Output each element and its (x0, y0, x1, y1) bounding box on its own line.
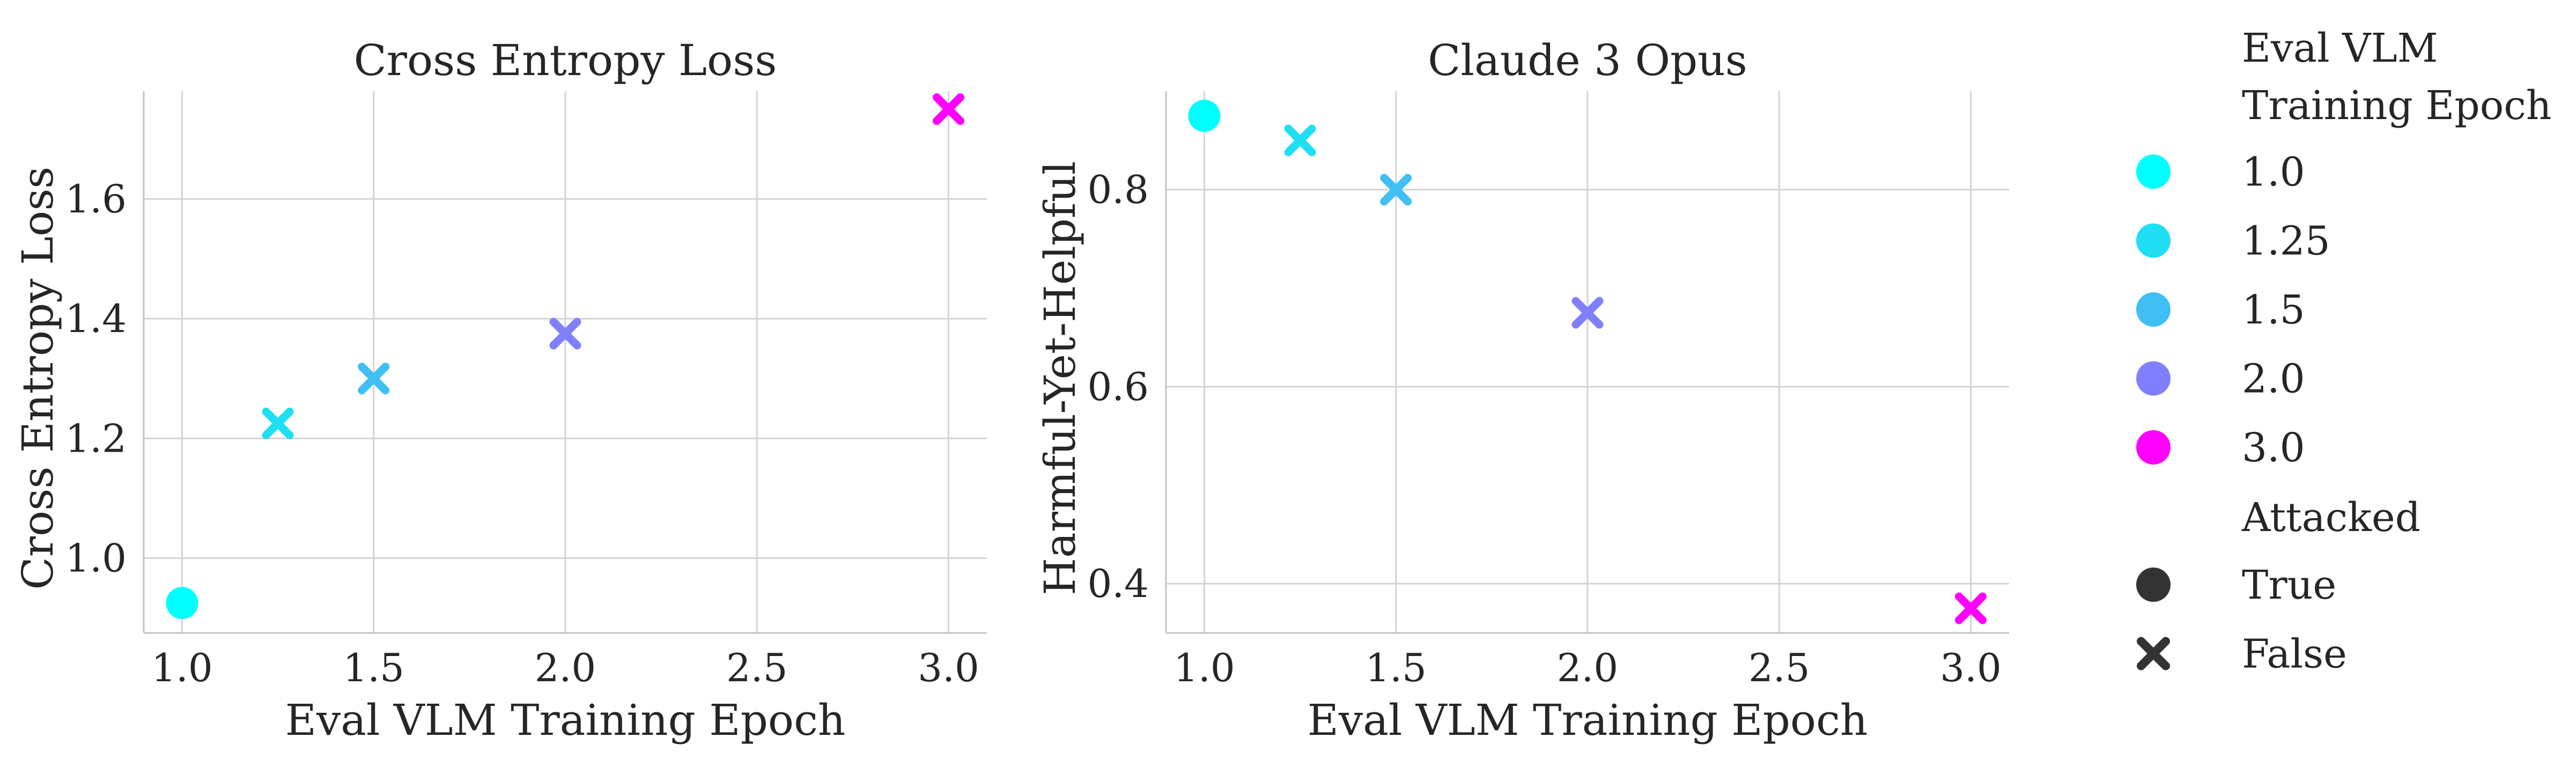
legend-style-label: False (2242, 631, 2347, 677)
data-point-x (549, 318, 581, 350)
data-point-circle (166, 587, 198, 620)
data-point-x (1380, 174, 1412, 206)
legend-style-title: Attacked (2241, 495, 2420, 541)
legend-swatch-circle (2136, 430, 2171, 465)
x-marker-stroke (358, 363, 390, 395)
y-tick-label: 0.6 (1087, 364, 1149, 409)
data-point-x (358, 363, 390, 395)
y-tick-label: 0.8 (1087, 167, 1149, 212)
chart-claude-3-opus: 1.0 1.5 2.0 2.5 3.0 0.4 0.6 0.8 Claude 3 Opus Eva… (1035, 35, 2009, 745)
legend-hue-label: 1.25 (2242, 218, 2330, 264)
legend-hue-label: 3.0 (2242, 425, 2305, 471)
legend-style-label: True (2242, 562, 2336, 608)
x-axis-label: Eval VLM Training Epoch (285, 695, 846, 745)
legend-swatch-circle (2136, 223, 2171, 258)
legend-marker-circle (2136, 568, 2171, 602)
x-tick-label: 2.0 (1557, 645, 1619, 690)
data-point-x (933, 93, 965, 125)
x-tick-label: 1.0 (151, 645, 213, 690)
x-marker-stroke (2137, 637, 2170, 670)
x-tick-label: 2.0 (535, 645, 596, 690)
data-point-x (1284, 124, 1316, 157)
data-point-circle (1188, 99, 1221, 132)
x-marker-stroke (1284, 124, 1316, 157)
x-tick-label: 2.5 (726, 645, 788, 690)
legend-swatch-circle (2136, 292, 2171, 327)
x-axis-label: Eval VLM Training Epoch (1308, 695, 1868, 745)
y-tick-label: 0.4 (1087, 561, 1149, 606)
y-tick-label: 1.0 (65, 535, 127, 580)
x-marker-stroke (1955, 592, 1987, 624)
x-marker-stroke (549, 318, 581, 350)
x-marker-stroke (1571, 297, 1604, 329)
data-point-x (1571, 297, 1604, 329)
y-tick-label: 1.6 (65, 176, 127, 222)
x-marker-stroke (933, 93, 965, 125)
legend-hue-label: 1.0 (2242, 149, 2305, 195)
y-tick-label: 1.4 (65, 296, 127, 341)
x-tick-label: 1.5 (343, 645, 404, 690)
y-tick-label: 1.2 (65, 416, 127, 461)
y-axis-label: Harmful-Yet-Helpful (1035, 161, 1085, 595)
x-tick-label: 1.5 (1365, 645, 1427, 690)
legend-hue-title: Training Epoch (2242, 83, 2551, 129)
x-tick-label: 2.5 (1748, 645, 1810, 690)
chart-title: Claude 3 Opus (1428, 35, 1747, 85)
legend: Eval VLM Training Epoch 1.0 1.25 1.5 2.0 3.0 At… (2136, 25, 2551, 677)
legend-hue-label: 2.0 (2242, 356, 2305, 402)
x-tick-label: 1.0 (1173, 645, 1235, 690)
legend-swatch-circle (2136, 154, 2171, 189)
x-tick-label: 3.0 (918, 645, 979, 690)
data-point-x (1955, 592, 1987, 624)
legend-swatch-circle (2136, 361, 2171, 396)
legend-hue-title: Eval VLM (2242, 25, 2438, 71)
x-marker-stroke (262, 407, 294, 439)
y-axis-label: Cross Entropy Loss (13, 167, 63, 590)
chart-title: Cross Entropy Loss (354, 35, 777, 85)
x-marker-stroke (1380, 174, 1412, 206)
legend-hue-label: 1.5 (2242, 287, 2305, 333)
legend-marker-x (2137, 637, 2170, 670)
data-point-x (262, 407, 294, 439)
x-tick-label: 3.0 (1940, 645, 2002, 690)
